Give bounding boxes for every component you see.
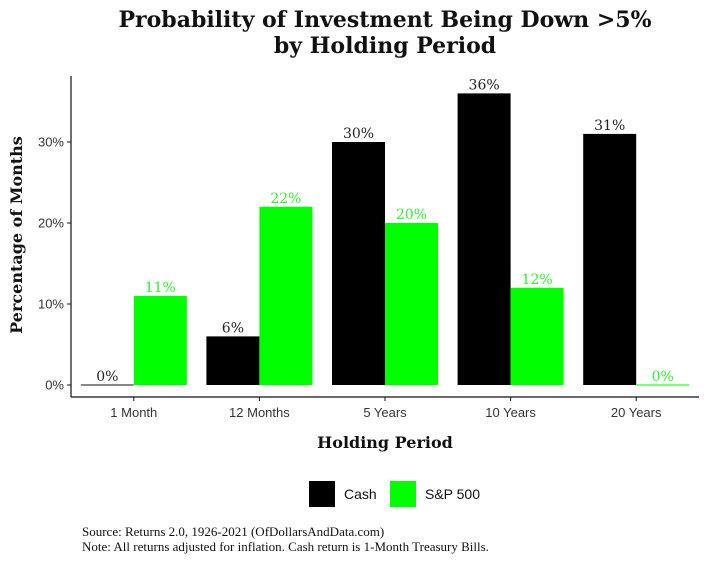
data-label-cash: 31% <box>594 118 625 134</box>
chart-title-line1: Probability of Investment Being Down >5% <box>119 7 652 33</box>
bar-cash <box>206 336 260 385</box>
x-axis-label: Holding Period <box>317 433 453 452</box>
data-label-cash: 0% <box>96 369 118 385</box>
data-label-sp500: 20% <box>396 207 427 223</box>
data-label-sp500: 11% <box>145 280 176 296</box>
x-tick-label: 20 Years <box>611 405 662 420</box>
data-label-sp500: 0% <box>652 369 674 385</box>
bar-sp500 <box>385 223 438 385</box>
bar-cash <box>457 93 511 386</box>
bar-cash <box>583 133 637 385</box>
data-label-cash: 30% <box>343 126 374 142</box>
data-label-cash: 36% <box>469 77 500 93</box>
x-tick-label: 12 Months <box>229 405 290 420</box>
data-label-sp500: 22% <box>270 191 301 207</box>
x-tick-label: 5 Years <box>363 405 407 420</box>
legend-label-sp500: S&P 500 <box>425 486 480 502</box>
data-label-cash: 6% <box>222 320 244 336</box>
legend-swatch-cash <box>309 481 335 507</box>
legend: Cash S&P 500 <box>309 481 480 507</box>
y-axis-label: Percentage of Months <box>7 136 26 334</box>
y-tick-label: 30% <box>38 135 64 150</box>
legend-swatch-sp500 <box>390 481 416 507</box>
bar-sp500 <box>133 295 187 385</box>
bar-sp500 <box>510 287 564 385</box>
x-tick-label: 10 Years <box>485 405 536 420</box>
source-note: Source: Returns 2.0, 1926-2021 (OfDollar… <box>82 524 385 539</box>
plot-area: 0% 10% 20% 30% 1 Month 0% 11% 12 Months 6% 22% 5 Y… <box>38 76 699 420</box>
bar-sp500 <box>259 206 313 385</box>
bar-cash <box>332 142 385 385</box>
footer: Source: Returns 2.0, 1926-2021 (OfDollar… <box>82 524 489 554</box>
chart-title-line2: by Holding Period <box>274 33 496 59</box>
y-tick-label: 10% <box>38 297 64 312</box>
legend-label-cash: Cash <box>344 486 377 502</box>
y-tick-label: 20% <box>38 216 64 231</box>
x-tick-label: 1 Month <box>110 405 157 420</box>
inflation-note: Note: All returns adjusted for inflation… <box>82 539 489 554</box>
data-label-sp500: 12% <box>522 272 553 288</box>
y-tick-label: 0% <box>45 378 64 393</box>
